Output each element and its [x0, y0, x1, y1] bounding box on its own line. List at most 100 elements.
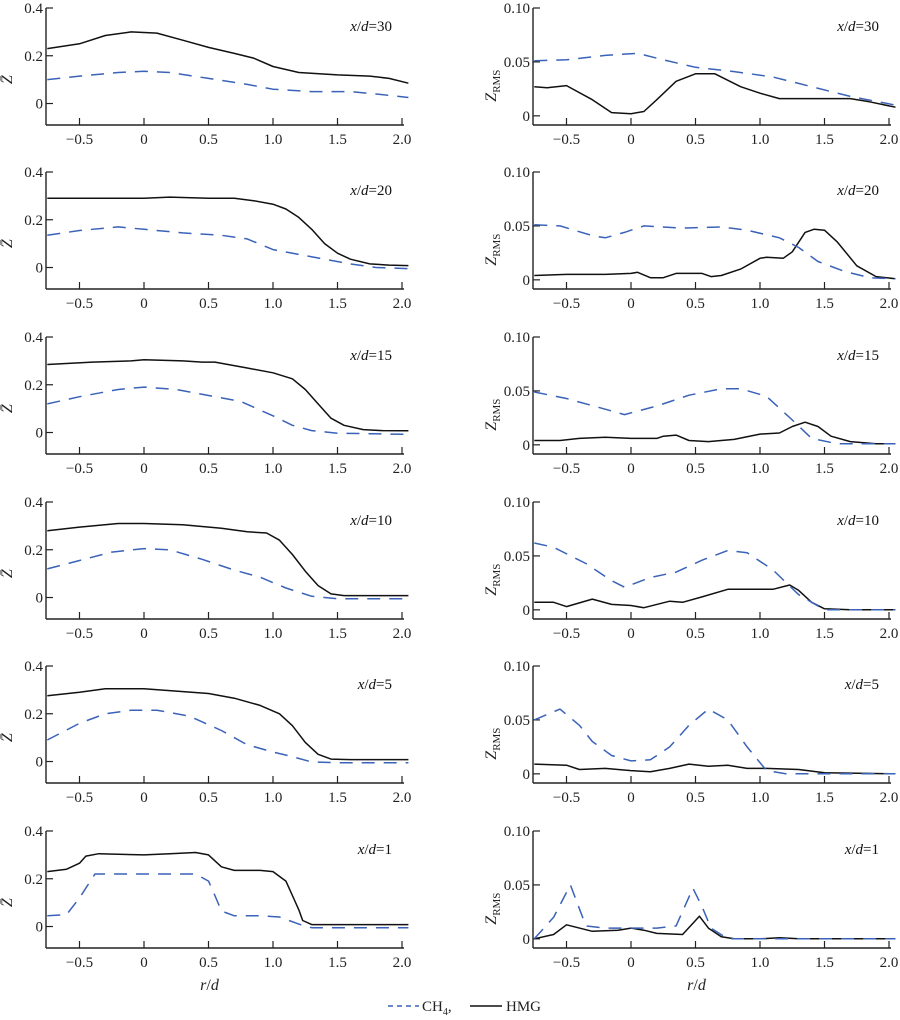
x-tick-label: 0 — [140, 626, 148, 642]
panel-label: x/d=30 — [349, 19, 392, 35]
x-tick-label: 2.0 — [880, 955, 899, 971]
y-tick-label: 0 — [523, 438, 531, 454]
y-tick-label: 0.10 — [504, 495, 530, 511]
series-line-hmg — [47, 522, 409, 597]
y-tick-label: 0 — [523, 603, 531, 619]
x-tick-label: 0 — [140, 955, 148, 971]
x-tick-label: −0.5 — [553, 955, 580, 971]
y-axis-label: Z̄ — [0, 897, 16, 907]
x-tick-label: 1.0 — [751, 296, 770, 312]
y-tick-label: 0 — [523, 109, 531, 125]
y-axis-label-z: Z — [483, 421, 500, 431]
y-axis-label: ZRMS — [483, 564, 503, 596]
x-tick-label: −0.5 — [66, 296, 93, 312]
x-tick-label: 2.0 — [393, 132, 412, 148]
x-tick-label: 0 — [627, 790, 635, 806]
x-tick-label: 0 — [627, 626, 635, 642]
legend-hmg-label: HMG — [506, 999, 541, 1015]
y-tick-label: 0.4 — [24, 659, 43, 675]
x-tick-label: 0.5 — [199, 296, 218, 312]
chart-panel: −0.5 0 0.5 1.0 1.5 2.0 0 0.2 0.4 Z̄ x/d=30 — [0, 1, 411, 148]
y-axis-label-z: Z — [483, 256, 500, 266]
x-tick-label: 1.0 — [751, 790, 770, 806]
series-line-hmg — [534, 584, 896, 611]
y-axis-label: ZRMS — [483, 893, 503, 925]
x-tick-label: −0.5 — [553, 296, 580, 312]
x-tick-label: 1.5 — [815, 461, 834, 477]
panel-label: x/d=1 — [357, 842, 392, 858]
chart-panel: −0.5 0 0.5 1.0 1.5 2.0 0 0.2 0.4 Z̄ x/d=5 — [0, 659, 411, 806]
y-tick-label: 0.05 — [504, 549, 530, 565]
y-axis-label-sub: RMS — [491, 728, 503, 751]
chart-panel: −0.5 0 0.5 1.0 1.5 2.0 0 0.05 0.10 ZRMS x/d=15 — [483, 330, 898, 477]
y-axis-label: Z̄ — [0, 238, 16, 248]
x-tick-label: 1.5 — [328, 955, 347, 971]
series-line-ch4 — [47, 547, 409, 600]
x-tick-label: 1.0 — [264, 461, 283, 477]
y-tick-label: 0.05 — [504, 713, 530, 729]
y-axis-label: ZRMS — [483, 728, 503, 760]
y-tick-label: 0 — [36, 920, 44, 936]
chart-panel: −0.5 0 0.5 1.0 1.5 2.0 0 0.05 0.10 ZRMS x/d=5 — [483, 659, 898, 806]
y-axis-label-sub: RMS — [491, 70, 503, 93]
y-tick-label: 0 — [36, 426, 44, 442]
x-tick-label: 1.5 — [328, 790, 347, 806]
x-tick-label: 0.5 — [686, 296, 705, 312]
chart-panel: −0.5 0 0.5 1.0 1.5 2.0 0 0.2 0.4 Z̄ x/d=15 — [0, 330, 411, 477]
y-axis-label: Z̄ — [0, 568, 16, 578]
x-tick-label: −0.5 — [553, 132, 580, 148]
y-axis-label: Z̄ — [0, 403, 16, 413]
y-axis-label-sub: RMS — [491, 399, 503, 422]
y-axis-label: ZRMS — [483, 399, 503, 431]
x-tick-label: 1.5 — [815, 626, 834, 642]
panel-label: x/d=10 — [349, 513, 392, 529]
y-axis-label-z: Z — [483, 915, 500, 925]
x-tick-label: 2.0 — [880, 626, 899, 642]
x-tick-label: 1.5 — [328, 461, 347, 477]
x-tick-label: 1.5 — [328, 626, 347, 642]
y-axis-label-z: Z — [483, 586, 500, 596]
x-tick-label: 2.0 — [393, 955, 412, 971]
x-tick-label: 1.0 — [264, 790, 283, 806]
y-axis-label: Z̄ — [0, 732, 16, 742]
panel-label: x/d=15 — [349, 348, 392, 364]
y-tick-label: 0.05 — [504, 55, 530, 71]
x-tick-label: 0.5 — [686, 790, 705, 806]
x-tick-label: 0.5 — [686, 132, 705, 148]
series-line-ch4 — [534, 542, 896, 611]
x-tick-label: 0 — [627, 461, 635, 477]
x-tick-label: 0 — [140, 296, 148, 312]
series-line-hmg — [47, 687, 409, 761]
y-axis-label: ZRMS — [483, 234, 503, 266]
series-line-ch4 — [534, 224, 896, 280]
y-tick-label: 0.2 — [24, 872, 43, 888]
x-tick-label: 0 — [627, 296, 635, 312]
series-line-ch4 — [533, 884, 896, 940]
series-line-hmg — [47, 358, 409, 432]
series-line-hmg — [47, 31, 409, 84]
x-tick-label: 1.0 — [264, 626, 283, 642]
series-line-ch4 — [46, 709, 409, 764]
y-axis-label-z: Z — [483, 92, 500, 102]
y-tick-label: 0.10 — [504, 330, 530, 346]
x-tick-label: 0 — [140, 461, 148, 477]
series-line-hmg — [534, 421, 896, 445]
series-line-hmg — [534, 763, 896, 775]
series-line-ch4 — [47, 873, 409, 929]
y-tick-label: 0.10 — [504, 165, 530, 181]
legend: CH4, HMG — [388, 999, 541, 1018]
x-tick-label: 0.5 — [686, 461, 705, 477]
x-tick-label: 1.5 — [328, 296, 347, 312]
x-tick-label: −0.5 — [553, 626, 580, 642]
x-tick-label: 1.0 — [751, 461, 770, 477]
x-tick-label: 2.0 — [880, 132, 899, 148]
x-tick-label: −0.5 — [553, 461, 580, 477]
x-tick-label: 0 — [627, 132, 635, 148]
panel-label: x/d=5 — [844, 677, 879, 693]
x-tick-label: 2.0 — [393, 626, 412, 642]
x-tick-label: 1.5 — [815, 296, 834, 312]
x-tick-label: −0.5 — [66, 461, 93, 477]
panel-label: x/d=15 — [836, 348, 879, 364]
x-tick-label: 0.5 — [199, 955, 218, 971]
y-tick-label: 0.05 — [504, 384, 530, 400]
